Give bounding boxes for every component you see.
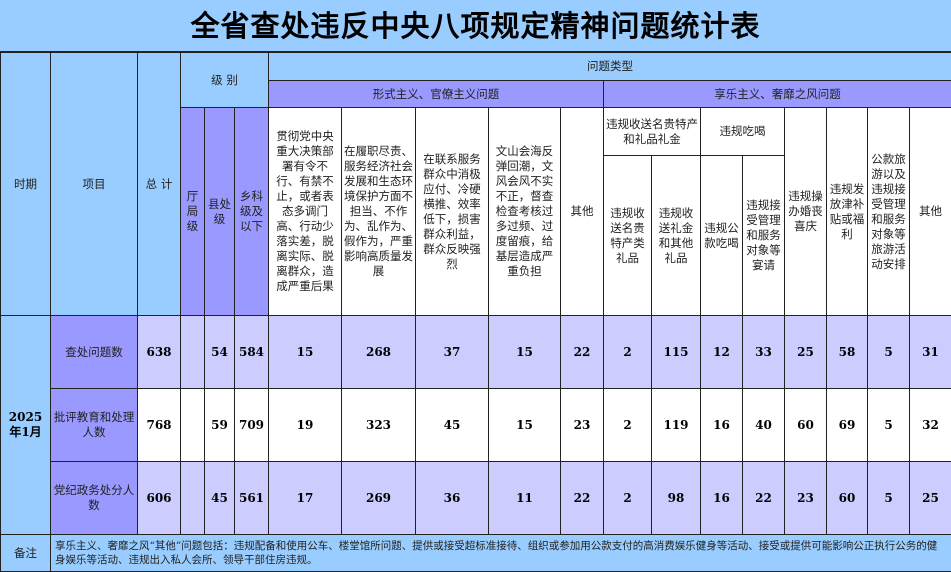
value-cell: 119	[652, 389, 701, 462]
value-cell: 17	[269, 462, 342, 535]
value-cell: 45	[416, 389, 489, 462]
value-cell: 23	[561, 389, 604, 462]
level-cell: 54	[205, 316, 235, 389]
period-cell: 2025年1月	[1, 316, 51, 535]
page-title: 全省查处违反中央八项规定精神问题统计表	[0, 0, 951, 52]
value-cell: 69	[827, 389, 868, 462]
value-cell: 268	[342, 316, 416, 389]
header-formalism: 形式主义、官僚主义问题	[269, 81, 604, 108]
total-cell: 768	[138, 389, 181, 462]
value-cell: 60	[827, 462, 868, 535]
value-cell: 115	[652, 316, 701, 389]
level-cell: 584	[235, 316, 269, 389]
value-cell: 16	[701, 389, 743, 462]
header-hedonism-col: 违规操办婚丧喜庆	[785, 108, 827, 316]
header-formalism-col: 在联系服务群众中消极应付、冷硬横推、效率低下，损害群众利益，群众反映强烈	[416, 108, 489, 316]
level-cell: 59	[205, 389, 235, 462]
value-cell: 31	[910, 316, 951, 389]
level-cell: 561	[235, 462, 269, 535]
note-label: 备注	[1, 535, 51, 572]
header-eating-col: 违规接受管理和服务对象等宴请	[743, 156, 785, 316]
value-cell: 22	[743, 462, 785, 535]
value-cell: 33	[743, 316, 785, 389]
value-cell: 36	[416, 462, 489, 535]
row-item-label: 查处问题数	[51, 316, 138, 389]
row-item-label: 党纪政务处分人数	[51, 462, 138, 535]
header-item: 项目	[51, 53, 138, 316]
level-cell: 45	[205, 462, 235, 535]
value-cell: 32	[910, 389, 951, 462]
value-cell: 98	[652, 462, 701, 535]
value-cell: 5	[868, 389, 910, 462]
header-formalism-col: 文山会海反弹回潮，文风会风不实不正，督查检查考核过多过频、过度留痕，给基层造成严…	[489, 108, 561, 316]
value-cell: 25	[785, 316, 827, 389]
header-hedonism-col: 公款旅游以及违规接受管理和服务对象等旅游活动安排	[868, 108, 910, 316]
value-cell: 40	[743, 389, 785, 462]
row-item-label: 批评教育和处理人数	[51, 389, 138, 462]
value-cell: 15	[489, 389, 561, 462]
header-eating-group: 违规吃喝	[701, 108, 785, 156]
header-gifts-group: 违规收送名贵特产和礼品礼金	[604, 108, 701, 156]
value-cell: 22	[561, 316, 604, 389]
header-level-county: 县处级	[205, 108, 235, 316]
header-level-township: 乡科级及以下	[235, 108, 269, 316]
value-cell: 19	[269, 389, 342, 462]
value-cell: 60	[785, 389, 827, 462]
value-cell: 2	[604, 389, 652, 462]
header-level-bureau: 厅局级	[181, 108, 205, 316]
value-cell: 37	[416, 316, 489, 389]
note-text: 享乐主义、奢靡之风“其他”问题包括：违规配备和使用公车、楼堂馆所问题、提供或接受…	[51, 535, 951, 572]
statistics-table: 时期 项目 总 计 级 别 问题类型 形式主义、官僚主义问题 享乐主义、奢靡之风…	[0, 52, 951, 572]
header-period: 时期	[1, 53, 51, 316]
header-hedonism: 享乐主义、奢靡之风问题	[604, 81, 951, 108]
header-eating-col: 违规公款吃喝	[701, 156, 743, 316]
value-cell: 11	[489, 462, 561, 535]
value-cell: 58	[827, 316, 868, 389]
header-formalism-col: 其他	[561, 108, 604, 316]
header-formalism-col: 贯彻党中央重大决策部署有令不行、有禁不止，或者表态多调门高、行动少落实差，脱离实…	[269, 108, 342, 316]
value-cell: 2	[604, 462, 652, 535]
level-cell	[181, 389, 205, 462]
value-cell: 15	[269, 316, 342, 389]
value-cell: 16	[701, 462, 743, 535]
value-cell: 5	[868, 316, 910, 389]
value-cell: 15	[489, 316, 561, 389]
header-gifts-col: 违规收送礼金和其他礼品	[652, 156, 701, 316]
level-cell	[181, 316, 205, 389]
header-total: 总 计	[138, 53, 181, 316]
value-cell: 22	[561, 462, 604, 535]
total-cell: 606	[138, 462, 181, 535]
header-hedonism-col: 违规发放津补贴或福利	[827, 108, 868, 316]
value-cell: 23	[785, 462, 827, 535]
level-cell: 709	[235, 389, 269, 462]
header-hedonism-col: 其他	[910, 108, 951, 316]
value-cell: 5	[868, 462, 910, 535]
header-problem-type: 问题类型	[269, 53, 951, 81]
header-gifts-col: 违规收送名贵特产类礼品	[604, 156, 652, 316]
value-cell: 25	[910, 462, 951, 535]
header-level: 级 别	[181, 53, 269, 108]
level-cell	[181, 462, 205, 535]
value-cell: 269	[342, 462, 416, 535]
value-cell: 323	[342, 389, 416, 462]
header-formalism-col: 在履职尽责、服务经济社会发展和生态环境保护方面不担当、不作为、乱作为、假作为，严…	[342, 108, 416, 316]
value-cell: 12	[701, 316, 743, 389]
total-cell: 638	[138, 316, 181, 389]
value-cell: 2	[604, 316, 652, 389]
